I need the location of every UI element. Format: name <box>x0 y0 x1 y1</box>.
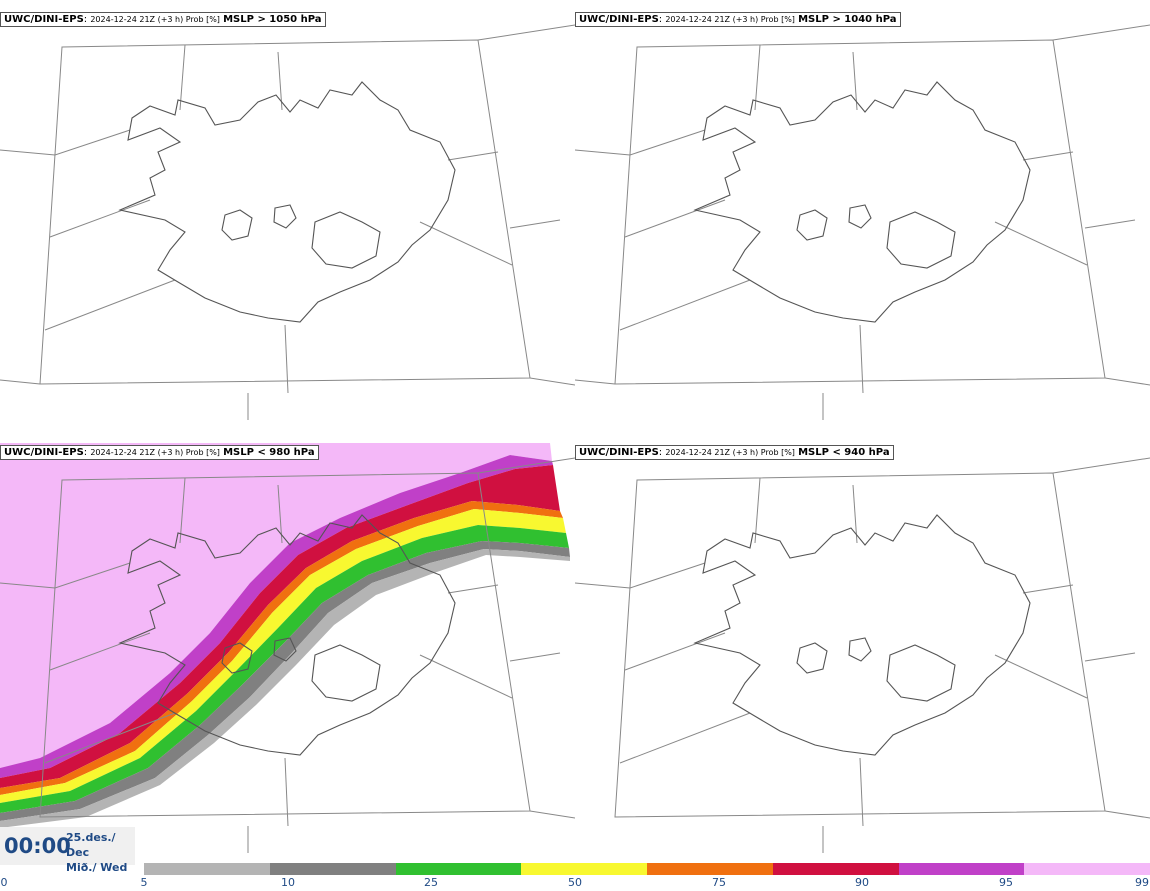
model-name: UWC/DINI-EPS <box>579 14 659 25</box>
date-line-1: 25.des./ Dec <box>66 831 116 859</box>
iceland-coastline <box>118 514 456 756</box>
valid-time: 00:00 <box>4 834 71 858</box>
run-info: 2024-12-24 21Z (+3 h) Prob [%] <box>90 448 220 457</box>
criterion-label: MSLP > 1040 hPa <box>798 14 897 25</box>
map-panel-4: UWC/DINI-EPS: 2024-12-24 21Z (+3 h) Prob… <box>575 433 1150 853</box>
map-canvas <box>575 457 1150 853</box>
criterion-label: MSLP < 940 hPa <box>798 447 890 458</box>
legend-tick: 90 <box>855 876 869 889</box>
map-canvas <box>575 24 1150 420</box>
legend-swatch-95-99 <box>898 863 1025 875</box>
legend-swatch-50-75 <box>521 863 647 875</box>
prob-band-90 <box>0 465 560 788</box>
region-boundaries <box>0 24 575 420</box>
legend-swatch-5-10 <box>144 863 270 875</box>
legend-tick: 25 <box>424 876 438 889</box>
model-name: UWC/DINI-EPS <box>4 447 84 458</box>
model-name: UWC/DINI-EPS <box>4 14 84 25</box>
probability-field <box>0 443 570 828</box>
legend-swatch-99 <box>1024 863 1150 875</box>
legend-tick: 0 <box>0 876 8 889</box>
iceland-coastline <box>118 81 456 323</box>
legend-swatch-10-25 <box>269 863 396 875</box>
probability-legend <box>144 863 1150 875</box>
prob-band-99 <box>0 443 552 768</box>
map-panel-1: UWC/DINI-EPS: 2024-12-24 21Z (+3 h) Prob… <box>0 0 575 420</box>
legend-swatch-75-90 <box>647 863 773 875</box>
legend-tick: 10 <box>281 876 295 889</box>
legend-tick: 99 <box>1135 876 1149 889</box>
iceland-coastline <box>693 514 1031 756</box>
iceland-coastline <box>693 81 1031 323</box>
valid-time-box: 00:00 25.des./ Dec Mið./ Wed <box>0 827 135 874</box>
legend-tick: 75 <box>712 876 726 889</box>
run-info: 2024-12-24 21Z (+3 h) Prob [%] <box>90 15 220 24</box>
legend-swatch-25-50 <box>395 863 522 875</box>
map-panel-2: UWC/DINI-EPS: 2024-12-24 21Z (+3 h) Prob… <box>575 0 1150 420</box>
legend-tick: 95 <box>999 876 1013 889</box>
map-panel-3: UWC/DINI-EPS: 2024-12-24 21Z (+3 h) Prob… <box>0 433 575 853</box>
region-boundaries <box>575 457 1150 853</box>
map-canvas <box>0 24 575 420</box>
panel-title: UWC/DINI-EPS: 2024-12-24 21Z (+3 h) Prob… <box>575 445 894 460</box>
criterion-label: MSLP > 1050 hPa <box>223 14 322 25</box>
date-line-2: Mið./ Wed <box>66 861 128 874</box>
map-canvas <box>0 443 575 853</box>
panel-title: UWC/DINI-EPS: 2024-12-24 21Z (+3 h) Prob… <box>0 445 319 460</box>
panel-title: UWC/DINI-EPS: 2024-12-24 21Z (+3 h) Prob… <box>575 12 901 27</box>
region-boundaries <box>0 457 575 853</box>
run-info: 2024-12-24 21Z (+3 h) Prob [%] <box>665 448 795 457</box>
panel-title: UWC/DINI-EPS: 2024-12-24 21Z (+3 h) Prob… <box>0 12 326 27</box>
region-boundaries <box>575 24 1150 420</box>
valid-date: 25.des./ Dec Mið./ Wed <box>66 830 135 875</box>
model-name: UWC/DINI-EPS <box>579 447 659 458</box>
legend-swatch-90-95 <box>772 863 899 875</box>
legend-tick: 50 <box>568 876 582 889</box>
legend-tick: 5 <box>140 876 148 889</box>
criterion-label: MSLP < 980 hPa <box>223 447 315 458</box>
run-info: 2024-12-24 21Z (+3 h) Prob [%] <box>665 15 795 24</box>
